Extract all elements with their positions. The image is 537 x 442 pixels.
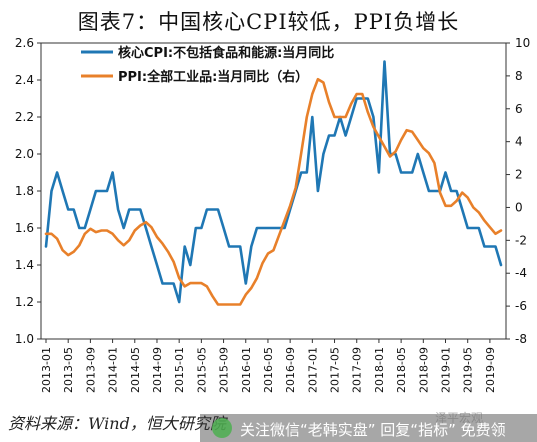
x-tick-label: 2017-01 <box>306 347 319 393</box>
right-tick-label: 0 <box>515 200 523 214</box>
x-tick-label: 2017-09 <box>351 347 364 393</box>
right-tick-label: 8 <box>515 69 523 83</box>
right-tick-label: -4 <box>515 266 527 280</box>
x-tick-label: 2015-09 <box>218 347 231 393</box>
left-tick-label: 1.6 <box>15 221 34 235</box>
right-tick-label: -2 <box>515 233 527 247</box>
legend-label: PPI:全部工业品:当月同比（右） <box>118 69 308 85</box>
x-tick-label: 2013-01 <box>40 347 53 393</box>
chart-title: 图表7：中国核心CPI较低，PPI负增长 <box>77 10 460 34</box>
left-tick-label: 2.4 <box>15 73 34 87</box>
x-tick-label: 2016-05 <box>262 347 275 393</box>
left-tick-label: 2.6 <box>15 36 34 50</box>
left-tick-label: 2.0 <box>15 147 34 161</box>
left-tick-label: 2.2 <box>15 110 34 124</box>
x-tick-label: 2018-01 <box>373 347 386 393</box>
x-tick-label: 2013-05 <box>62 347 75 393</box>
x-tick-label: 2016-09 <box>284 347 297 393</box>
right-tick-label: 10 <box>515 36 530 50</box>
right-tick-label: 2 <box>515 168 523 182</box>
x-tick-label: 2014-01 <box>107 347 120 393</box>
right-tick-label: 6 <box>515 102 523 116</box>
legend-label: 核心CPI:不包括食品和能源:当月同比 <box>118 45 334 61</box>
x-tick-label: 2019-01 <box>440 347 453 393</box>
x-tick-label: 2018-05 <box>395 347 408 393</box>
left-tick-label: 1.4 <box>15 258 34 272</box>
x-tick-label: 2017-05 <box>329 347 342 393</box>
left-tick-label: 1.8 <box>15 184 34 198</box>
x-tick-label: 2018-09 <box>417 347 430 393</box>
x-tick-label: 2014-05 <box>129 347 142 393</box>
left-tick-label: 1.2 <box>15 295 34 309</box>
x-tick-label: 2013-09 <box>84 347 97 393</box>
x-tick-label: 2016-01 <box>240 347 253 393</box>
core-cpi-line <box>44 60 503 304</box>
right-tick-label: 4 <box>515 135 523 149</box>
right-tick-label: -6 <box>515 299 527 313</box>
x-tick-label: 2019-05 <box>462 347 475 393</box>
right-tick-label: -8 <box>515 332 527 346</box>
x-tick-label: 2015-05 <box>195 347 208 393</box>
source-note: 资料来源：Wind，恒大研究院 <box>8 414 226 433</box>
x-tick-label: 2014-09 <box>151 347 164 393</box>
x-tick-label: 2015-01 <box>173 347 186 393</box>
ppi-line <box>44 77 503 306</box>
left-tick-label: 1.0 <box>15 332 34 346</box>
x-tick-label: 2019-09 <box>484 347 497 393</box>
